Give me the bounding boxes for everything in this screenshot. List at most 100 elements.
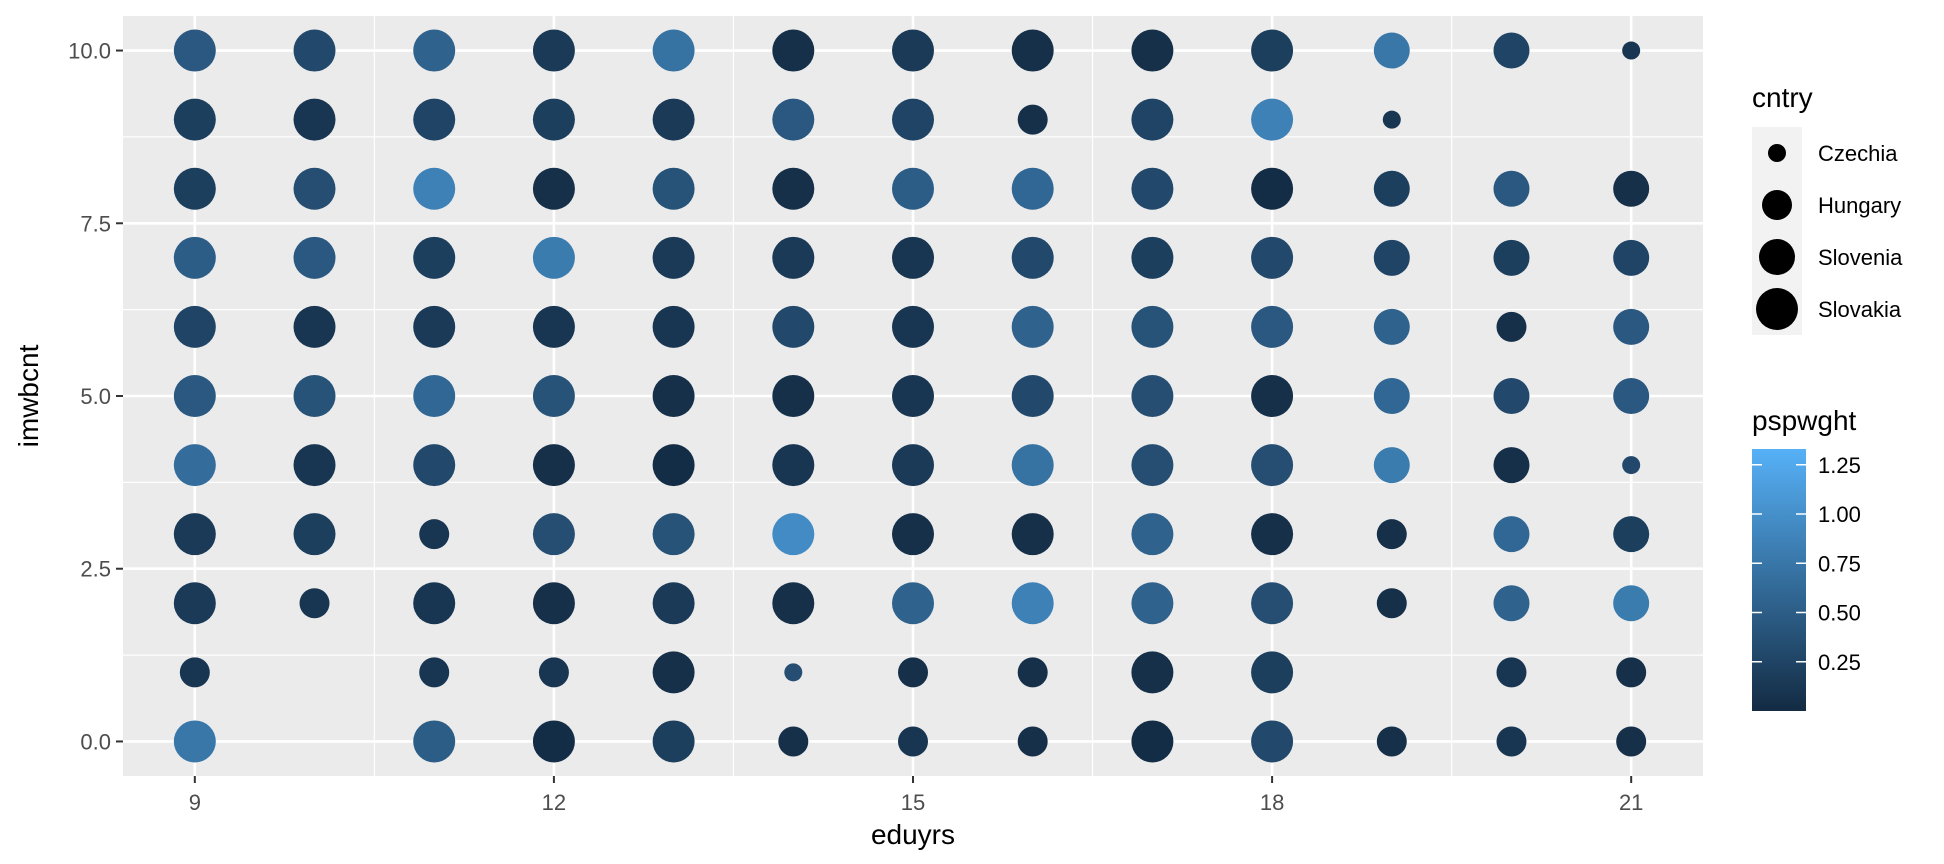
data-point bbox=[1131, 375, 1174, 417]
data-point bbox=[413, 29, 456, 72]
colorbar-tick-label: 0.75 bbox=[1818, 551, 1861, 576]
data-point bbox=[1011, 375, 1054, 417]
data-point bbox=[1613, 170, 1650, 207]
data-point bbox=[1613, 516, 1650, 553]
y-tick-label: 0.0 bbox=[80, 729, 111, 754]
data-point bbox=[532, 375, 575, 417]
data-point bbox=[173, 582, 216, 625]
data-point bbox=[419, 657, 450, 688]
data-point bbox=[1613, 585, 1650, 622]
data-point bbox=[1493, 32, 1530, 69]
data-point bbox=[652, 305, 695, 348]
data-point bbox=[1011, 513, 1054, 556]
data-point bbox=[1373, 32, 1410, 69]
data-point bbox=[413, 305, 456, 348]
data-point bbox=[892, 305, 934, 348]
data-point bbox=[1251, 167, 1294, 210]
data-point bbox=[892, 29, 934, 72]
data-point bbox=[1493, 378, 1530, 414]
data-point bbox=[173, 236, 216, 279]
data-point bbox=[1251, 513, 1294, 556]
data-points bbox=[173, 29, 1650, 763]
size-legend-key bbox=[1768, 144, 1786, 162]
data-point bbox=[1613, 239, 1650, 276]
data-point bbox=[173, 98, 216, 141]
data-point bbox=[1622, 456, 1641, 475]
data-point bbox=[1493, 585, 1530, 622]
data-point bbox=[772, 513, 815, 556]
data-point bbox=[532, 29, 575, 72]
data-point bbox=[293, 29, 336, 72]
data-point bbox=[173, 444, 216, 487]
size-legend-label: Czechia bbox=[1818, 141, 1898, 166]
data-point bbox=[1251, 29, 1294, 72]
data-point bbox=[173, 29, 216, 72]
data-point bbox=[1131, 513, 1174, 556]
data-point bbox=[1251, 444, 1294, 487]
data-point bbox=[293, 444, 336, 487]
data-point bbox=[892, 513, 934, 556]
data-point bbox=[772, 167, 815, 210]
data-point bbox=[293, 375, 336, 417]
data-point bbox=[413, 167, 456, 210]
data-point bbox=[1493, 170, 1530, 207]
x-tick-label: 15 bbox=[901, 790, 925, 815]
data-point bbox=[293, 167, 336, 210]
data-point bbox=[772, 582, 815, 625]
color-legend-title: pspwght bbox=[1752, 405, 1857, 436]
data-point bbox=[413, 444, 456, 487]
data-point bbox=[778, 726, 809, 757]
data-point bbox=[299, 588, 330, 619]
data-point bbox=[652, 651, 695, 694]
data-point bbox=[532, 513, 575, 556]
data-point bbox=[293, 236, 336, 279]
size-legend: cntry Czechia Hungary Slovenia Slovakia bbox=[1752, 82, 1903, 335]
data-point bbox=[1373, 239, 1410, 276]
data-point bbox=[1373, 170, 1410, 207]
data-point bbox=[1011, 236, 1054, 279]
data-point bbox=[1622, 41, 1641, 60]
data-point bbox=[413, 582, 456, 625]
data-point bbox=[293, 513, 336, 556]
data-point bbox=[173, 167, 216, 210]
data-point bbox=[1131, 720, 1174, 763]
data-point bbox=[892, 98, 934, 141]
data-point bbox=[892, 375, 934, 417]
data-point bbox=[652, 98, 695, 141]
data-point bbox=[652, 29, 695, 72]
data-point bbox=[1613, 308, 1650, 345]
size-legend-label: Slovenia bbox=[1818, 245, 1903, 270]
data-point bbox=[1613, 378, 1650, 414]
data-point bbox=[652, 236, 695, 279]
data-point bbox=[1251, 375, 1294, 417]
data-point bbox=[1373, 378, 1410, 414]
data-point bbox=[772, 375, 815, 417]
data-point bbox=[532, 305, 575, 348]
data-point bbox=[652, 582, 695, 625]
data-point bbox=[413, 375, 456, 417]
data-point bbox=[1131, 582, 1174, 625]
data-point bbox=[1131, 444, 1174, 487]
x-tick-label: 21 bbox=[1619, 790, 1643, 815]
data-point bbox=[892, 236, 934, 279]
data-point bbox=[173, 720, 216, 763]
x-tick-label: 9 bbox=[189, 790, 201, 815]
data-point bbox=[1011, 582, 1054, 625]
y-tick-label: 10.0 bbox=[68, 39, 111, 64]
data-point bbox=[1017, 104, 1048, 135]
data-point bbox=[1251, 305, 1294, 348]
data-point bbox=[1011, 305, 1054, 348]
colorbar-tick-label: 0.25 bbox=[1818, 650, 1861, 675]
x-axis: 9 12 15 18 21 bbox=[189, 776, 1643, 815]
data-point bbox=[1131, 236, 1174, 279]
y-tick-label: 5.0 bbox=[80, 384, 111, 409]
size-legend-key bbox=[1759, 239, 1795, 275]
data-point bbox=[1017, 657, 1048, 688]
data-point bbox=[772, 29, 815, 72]
y-tick-label: 2.5 bbox=[80, 557, 111, 582]
y-tick-label: 7.5 bbox=[80, 211, 111, 236]
colorbar bbox=[1752, 449, 1806, 711]
data-point bbox=[1017, 726, 1048, 757]
data-point bbox=[173, 375, 216, 417]
